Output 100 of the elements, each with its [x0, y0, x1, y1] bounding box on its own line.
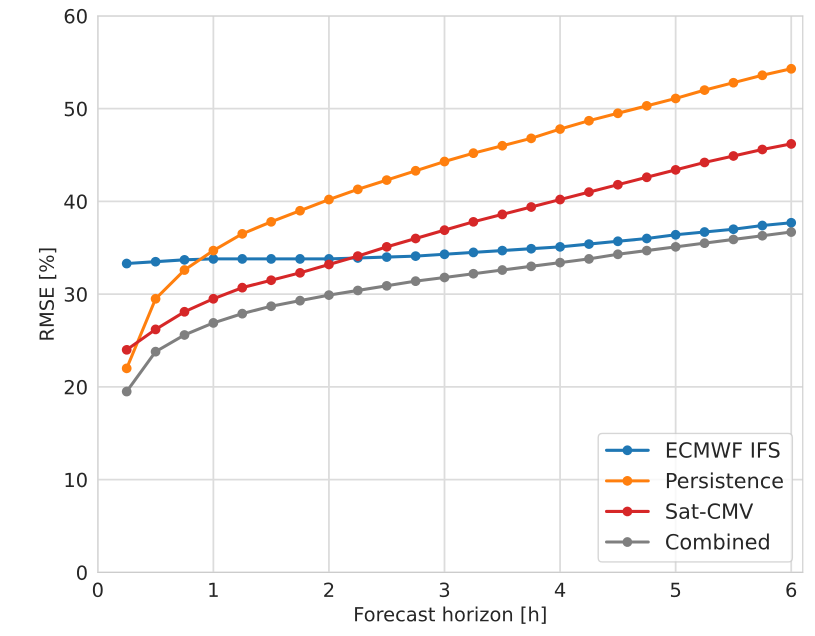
point	[180, 254, 190, 265]
point	[237, 308, 248, 318]
point	[700, 158, 710, 168]
point	[382, 242, 392, 252]
point	[700, 85, 710, 95]
legend-label: Combined	[666, 533, 769, 550]
point	[122, 344, 132, 355]
legend-label: ECMWF IFS	[666, 442, 780, 458]
point	[266, 275, 276, 286]
x-tick-label: 2	[324, 582, 334, 597]
point	[555, 194, 565, 204]
point	[584, 254, 594, 264]
y-tick-label: 30	[64, 287, 87, 302]
point	[757, 220, 768, 230]
point	[410, 166, 420, 176]
y-tick-label: 40	[64, 194, 87, 210]
legend-label: Sat-CMV	[666, 503, 754, 520]
y-tick-label: 0	[76, 565, 87, 580]
point	[497, 246, 508, 256]
point	[122, 258, 132, 268]
point	[700, 227, 710, 237]
point	[757, 70, 768, 80]
point	[670, 94, 681, 104]
point	[613, 236, 623, 246]
point	[670, 242, 681, 252]
point	[728, 151, 738, 161]
point	[122, 363, 132, 374]
point	[410, 251, 420, 261]
point	[584, 187, 594, 197]
y-tick-label: 50	[64, 102, 87, 116]
x-axis-title: Forecast horizon [h]	[355, 606, 546, 624]
point	[150, 294, 160, 304]
point	[237, 229, 248, 239]
point	[613, 180, 623, 190]
point	[584, 116, 594, 126]
point	[295, 296, 305, 306]
point	[555, 124, 565, 134]
point	[757, 144, 768, 154]
point	[526, 133, 536, 144]
point	[237, 254, 248, 264]
y-tick-label: 60	[64, 8, 87, 24]
point	[440, 156, 450, 166]
x-tick-label: 1	[209, 582, 218, 597]
point	[728, 224, 738, 234]
point	[468, 216, 478, 227]
point	[468, 148, 478, 158]
point	[613, 108, 623, 118]
point	[468, 248, 478, 258]
point	[208, 294, 218, 304]
point	[150, 256, 160, 267]
point	[613, 249, 623, 260]
point	[786, 227, 796, 237]
point	[295, 206, 305, 216]
point	[266, 254, 276, 264]
point	[150, 324, 160, 334]
point	[497, 140, 508, 151]
point	[208, 254, 218, 264]
point	[584, 239, 594, 249]
x-tick-label: 4	[554, 582, 566, 597]
point	[410, 276, 420, 286]
point	[440, 225, 450, 236]
point	[440, 272, 450, 282]
point	[786, 139, 796, 149]
point	[324, 194, 334, 204]
point	[728, 234, 738, 244]
point	[150, 346, 160, 357]
point	[555, 242, 565, 252]
point	[266, 301, 276, 312]
y-tick-label: 10	[65, 472, 87, 488]
point	[410, 234, 420, 244]
point	[642, 101, 652, 111]
point	[526, 261, 536, 272]
point	[468, 268, 478, 279]
point	[180, 265, 190, 275]
point	[670, 165, 681, 175]
legend-label: Persistence	[666, 472, 783, 488]
point	[555, 258, 565, 268]
point	[237, 282, 248, 293]
point	[324, 290, 334, 300]
point	[497, 210, 508, 220]
point	[180, 306, 190, 317]
point	[352, 184, 363, 194]
point	[728, 78, 738, 88]
point	[526, 244, 536, 254]
point	[670, 230, 681, 240]
x-tick-label: 5	[670, 582, 680, 598]
point	[700, 238, 710, 248]
x-tick-label: 6	[786, 582, 796, 598]
point	[295, 254, 305, 264]
point	[786, 64, 796, 74]
y-tick-label: 20	[64, 380, 87, 395]
point	[352, 286, 363, 296]
point	[122, 386, 132, 396]
point	[382, 252, 392, 262]
point	[266, 216, 276, 227]
point	[497, 265, 508, 275]
point	[786, 218, 796, 228]
point	[180, 330, 190, 340]
point	[642, 234, 652, 244]
point	[324, 260, 334, 270]
